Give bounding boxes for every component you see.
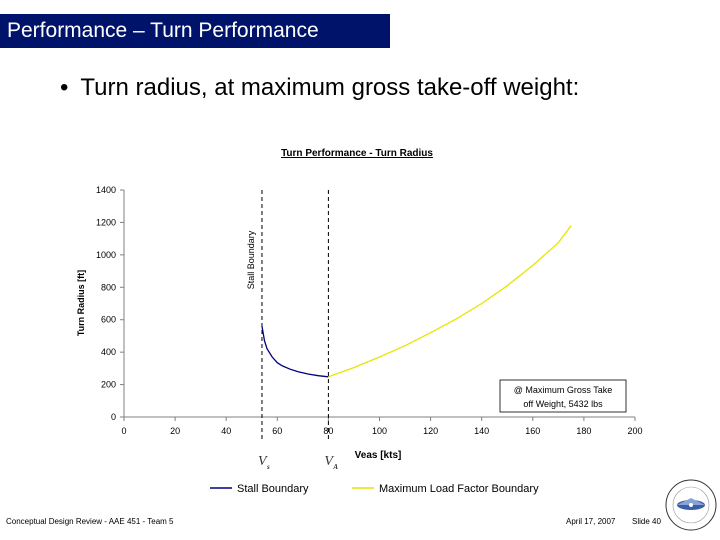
- y-tick-label: 0: [111, 412, 116, 422]
- marker-label-0: Stall Boundary: [246, 230, 256, 289]
- bullet-marker: •: [60, 74, 69, 101]
- series-line-1: [328, 225, 572, 378]
- marker-symbol-0: V: [258, 454, 268, 469]
- bullet-point: • Turn radius, at maximum gross take-off …: [60, 74, 579, 102]
- y-tick-label: 600: [101, 315, 116, 325]
- chart-title: Turn Performance - Turn Radius: [281, 148, 433, 159]
- chart-legend: Stall Boundary Maximum Load Factor Bounda…: [210, 483, 539, 495]
- weight-annotation: @ Maximum Gross Take off Weight, 5432 lb…: [499, 379, 627, 413]
- x-tick-label: 0: [121, 426, 126, 436]
- turn-radius-chart: Turn Performance - Turn Radius 020040060…: [76, 148, 643, 495]
- y-tick-label: 1400: [96, 185, 116, 195]
- marker-symbol-1: V: [324, 454, 334, 469]
- x-axis-label: Veas [kts]: [355, 450, 402, 461]
- footer-title: Conceptual Design Review - AAE 451 - Tea…: [6, 517, 174, 526]
- x-tick-label: 100: [372, 426, 387, 436]
- footer-date: April 17, 2007: [566, 517, 616, 526]
- x-tick-label: 140: [474, 426, 489, 436]
- y-axis-label: Turn Radius [ft]: [76, 270, 86, 336]
- team-seal-icon: [665, 479, 717, 531]
- x-tick-label: 20: [170, 426, 180, 436]
- x-tick-label: 200: [627, 426, 642, 436]
- annotation-line-2: off Weight, 5432 lbs: [523, 399, 603, 409]
- y-tick-label: 1000: [96, 250, 116, 260]
- marker-subscript-0: s: [266, 463, 270, 471]
- x-tick-label: 160: [525, 426, 540, 436]
- x-tick-label: 40: [221, 426, 231, 436]
- x-tick-label: 180: [576, 426, 591, 436]
- legend-label-0: Stall Boundary: [237, 483, 309, 495]
- annotation-line-1: @ Maximum Gross Take: [514, 385, 613, 395]
- slide-number: Slide 40: [632, 517, 661, 526]
- y-tick-label: 800: [101, 282, 116, 292]
- y-tick-label: 200: [101, 380, 116, 390]
- marker-subscript-1: A: [332, 463, 338, 471]
- x-tick-label: 60: [272, 426, 282, 436]
- legend-label-1: Maximum Load Factor Boundary: [379, 483, 539, 495]
- series-line-0: [261, 326, 329, 378]
- slide-title: Performance – Turn Performance: [0, 14, 390, 48]
- y-tick-label: 400: [101, 347, 116, 357]
- bullet-text: Turn radius, at maximum gross take-off w…: [80, 74, 580, 101]
- x-tick-label: 120: [423, 426, 438, 436]
- y-tick-label: 1200: [96, 217, 116, 227]
